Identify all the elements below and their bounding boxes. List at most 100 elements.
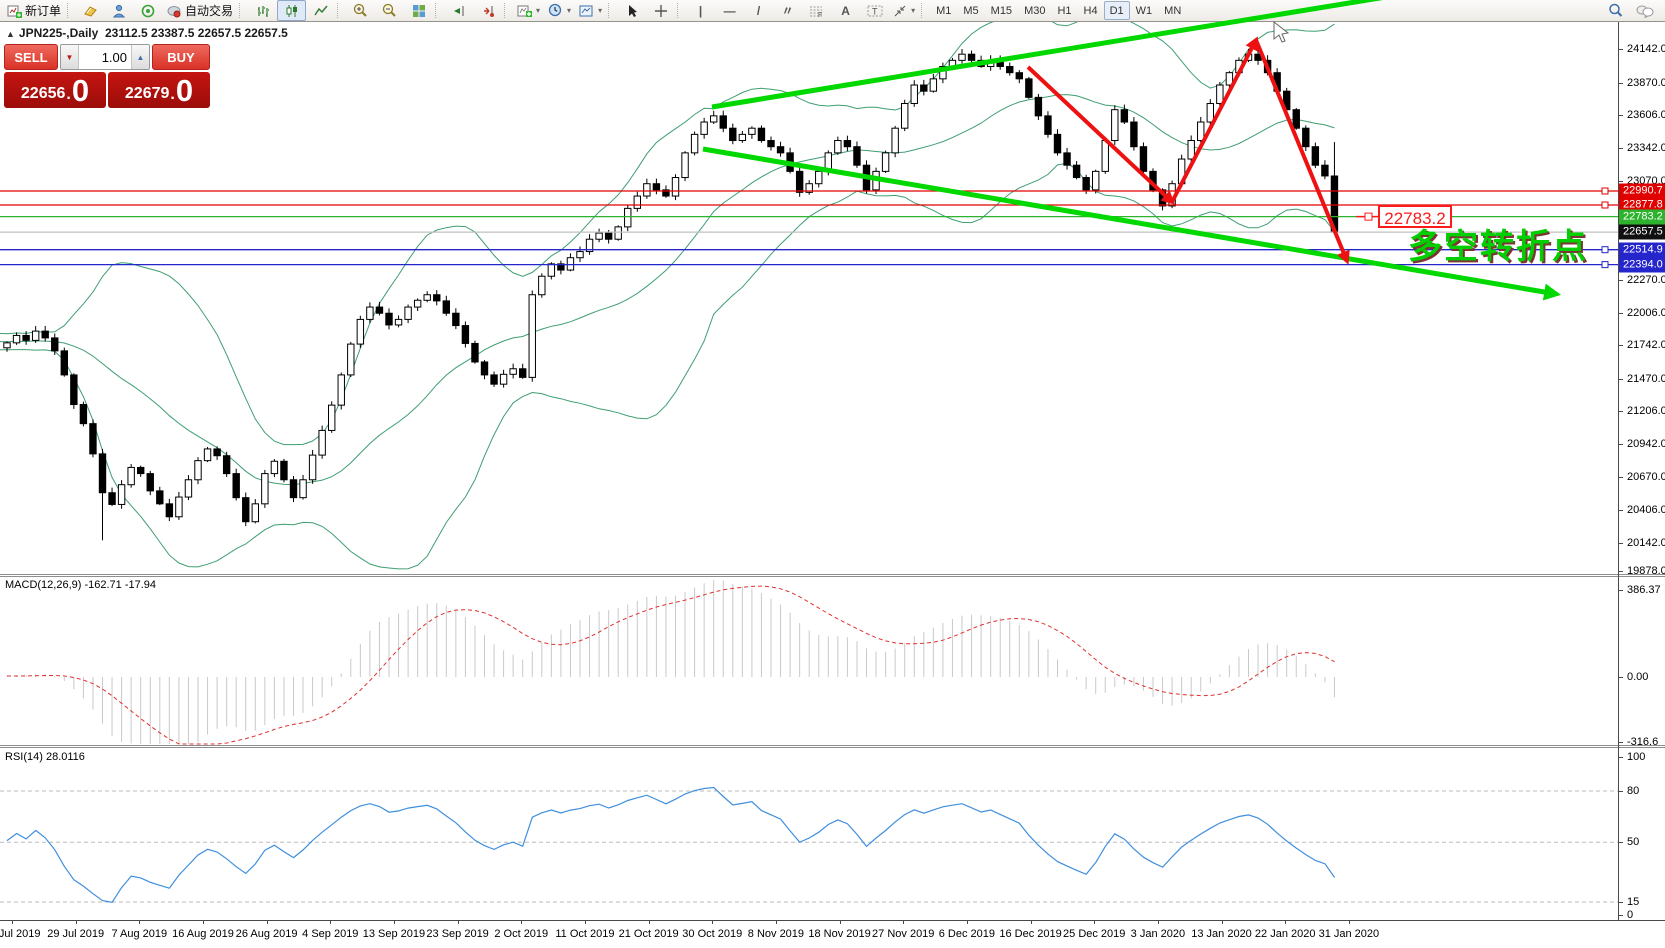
line-handle[interactable] [1601, 246, 1609, 254]
buy-price-dot: . [170, 86, 175, 103]
date-tick [457, 920, 459, 924]
horizontal-line-button[interactable]: — [715, 0, 744, 21]
chart-shift-button[interactable] [444, 0, 473, 21]
search-button[interactable] [1601, 0, 1630, 21]
community-icon [141, 4, 156, 18]
line-handle[interactable] [1601, 187, 1609, 195]
text-label-button[interactable]: T [860, 0, 889, 21]
price-axis-border [1618, 22, 1619, 920]
date-tick [584, 920, 586, 924]
date-tick-label: 27 Nov 2019 [872, 928, 935, 940]
date-tick [1157, 920, 1159, 924]
templates-button[interactable]: ▾ [575, 0, 606, 21]
date-tick [12, 920, 13, 924]
arrows-button[interactable]: ▾ [889, 0, 919, 21]
timeframe-m30[interactable]: M30 [1024, 4, 1046, 17]
vertical-line-button[interactable]: | [686, 0, 715, 21]
fibonacci-button[interactable]: F [802, 0, 831, 21]
line-handle[interactable] [1601, 201, 1609, 209]
volume-up-button[interactable]: ▲ [131, 45, 149, 69]
dropdown-caret-icon: ▾ [911, 6, 916, 15]
chat-bubbles-icon [1636, 4, 1654, 19]
date-tick [1285, 920, 1287, 924]
callout-anchor[interactable] [1364, 212, 1373, 221]
date-tick [903, 920, 905, 924]
candles [3, 49, 1339, 541]
dropdown-caret-icon: ▾ [567, 6, 572, 15]
price-level-tag: 22514.9 [1619, 242, 1665, 258]
zoom-in-icon [353, 3, 368, 18]
volume-stepper: ▼ 1.00 ▲ [60, 44, 150, 70]
buy-price-int: 22679 [124, 85, 170, 102]
timeframe-h1[interactable]: H1 [1057, 4, 1072, 17]
rsi-indicator-label: RSI(14) 28.0116 [5, 751, 85, 763]
indicators-button[interactable]: ▾ [513, 0, 544, 21]
buy-price[interactable]: 22679. 0 [108, 72, 210, 108]
buy-button[interactable]: BUY [152, 44, 210, 70]
rsi-tick [1618, 915, 1623, 916]
pane-separator[interactable] [0, 574, 1665, 575]
crosshair-icon [654, 4, 668, 18]
price-tick-label: 22006.0 [1627, 306, 1665, 319]
collapse-arrow-icon[interactable]: ▲ [6, 29, 15, 39]
date-tick [648, 920, 650, 924]
cursor-button[interactable] [617, 0, 646, 21]
svg-text:F: F [818, 12, 822, 18]
price-tick [1618, 49, 1623, 50]
community-button[interactable] [134, 0, 163, 21]
date-tick [839, 920, 841, 924]
volume-down-button[interactable]: ▼ [61, 45, 79, 69]
chart-candles-button[interactable] [277, 0, 307, 21]
date-tick-label: 16 Dec 2019 [999, 928, 1062, 940]
channel-button[interactable]: 〃 [773, 0, 802, 21]
auto-trading-button[interactable]: 自动交易 [163, 0, 237, 21]
fibonacci-icon: F [809, 4, 824, 19]
trendline-button[interactable]: / [744, 0, 773, 21]
new-order-button[interactable]: 新订单 [3, 0, 65, 21]
timeframe-m1[interactable]: M1 [936, 4, 952, 17]
timeframe-mn[interactable]: MN [1164, 4, 1182, 17]
price-tick-label: 20670.0 [1627, 471, 1665, 484]
rsi-tick [1618, 791, 1623, 792]
price-tick [1618, 378, 1623, 380]
auto-scroll-button[interactable] [473, 0, 502, 21]
price-tick [1618, 279, 1623, 281]
date-tick [775, 920, 777, 924]
zoom-out-button[interactable] [375, 0, 404, 21]
price-tick-label: 20142.0 [1627, 536, 1665, 549]
sell-price[interactable]: 22656. 0 [4, 72, 106, 108]
macd-tick-label: -316.6 [1627, 736, 1659, 748]
periods-button[interactable]: ▾ [544, 0, 575, 21]
volume-value[interactable]: 1.00 [101, 49, 127, 65]
turning-point-note[interactable]: 多空转折点 [1408, 227, 1588, 267]
rsi-tick [1618, 842, 1623, 843]
tile-windows-icon [412, 4, 426, 18]
tile-windows-button[interactable] [404, 0, 433, 21]
sell-button[interactable]: SELL [4, 44, 58, 70]
text-button[interactable]: A [831, 0, 860, 21]
date-tick-label: 3 Jan 2020 [1130, 928, 1186, 940]
timeframe-m15[interactable]: M15 [990, 4, 1013, 17]
timeframe-h4[interactable]: H4 [1083, 4, 1098, 17]
rsi-tick-label: 0 [1627, 909, 1634, 921]
sell-price-int: 22656 [20, 85, 66, 102]
toolbar-separator [67, 3, 72, 18]
chart-line-button[interactable] [306, 0, 335, 21]
pane-separator[interactable] [0, 745, 1665, 746]
crosshair-button[interactable] [646, 0, 675, 21]
date-tick-label: 4 Sep 2019 [302, 928, 359, 940]
profiles-button[interactable] [105, 0, 134, 21]
timeframe-m5[interactable]: M5 [963, 4, 979, 17]
line-handle[interactable] [1601, 261, 1609, 269]
date-tick-label: 29 Jul 2019 [47, 928, 105, 940]
chat-button[interactable] [1630, 0, 1659, 21]
date-tick-label: 25 Dec 2019 [1063, 928, 1126, 940]
history-center-button[interactable] [76, 0, 105, 21]
candlestick-chart-icon [285, 4, 299, 18]
toolbar-separator [435, 3, 440, 18]
timeframe-d1[interactable]: D1 [1103, 1, 1130, 21]
price-tick-label: 22270.0 [1627, 273, 1665, 286]
timeframe-w1[interactable]: W1 [1135, 4, 1153, 17]
zoom-in-button[interactable] [346, 0, 375, 21]
chart-bars-button[interactable] [248, 0, 277, 21]
